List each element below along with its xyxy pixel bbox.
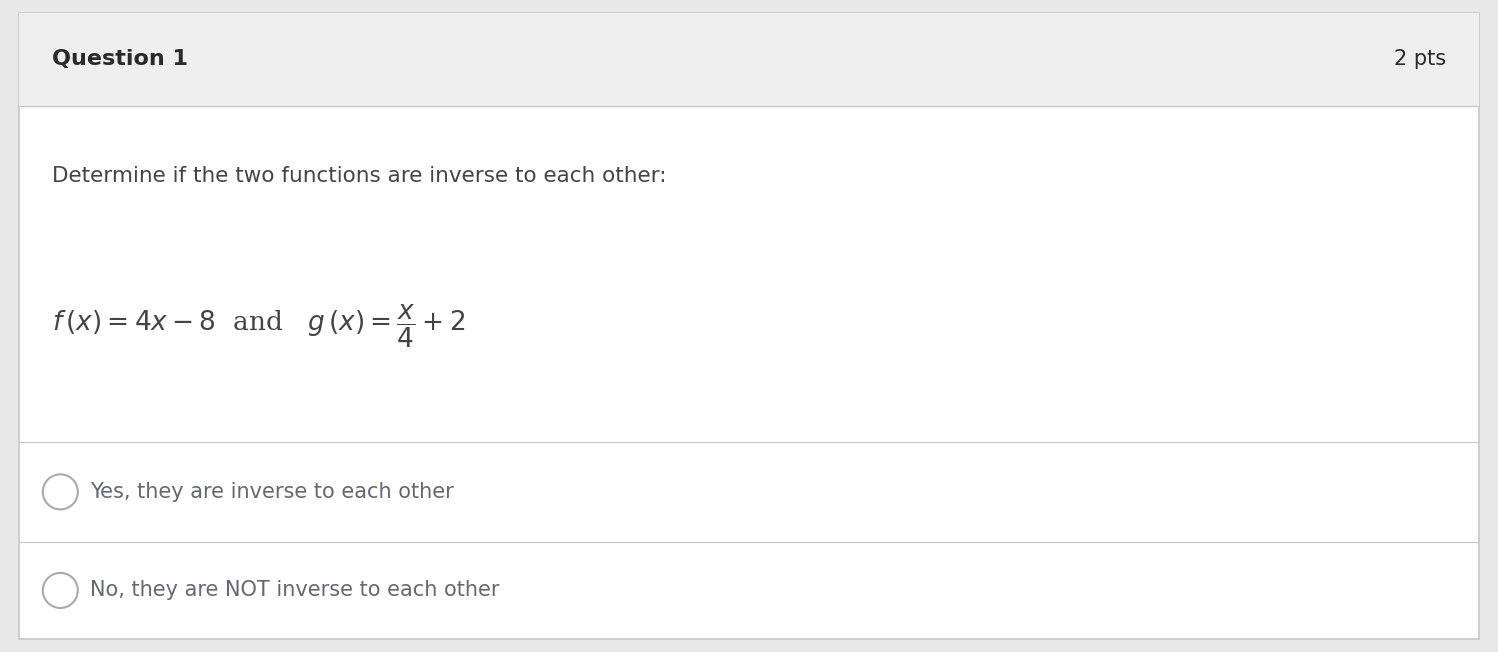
Text: Yes, they are inverse to each other: Yes, they are inverse to each other <box>90 482 454 502</box>
Text: No, they are NOT inverse to each other: No, they are NOT inverse to each other <box>90 580 499 600</box>
Text: Determine if the two functions are inverse to each other:: Determine if the two functions are inver… <box>51 166 667 186</box>
Text: $f\,(x) = 4x - 8$  and   $g\,(x) = \dfrac{x}{4} + 2$: $f\,(x) = 4x - 8$ and $g\,(x) = \dfrac{x… <box>51 303 464 349</box>
Text: Question 1: Question 1 <box>51 50 187 69</box>
Text: 2 pts: 2 pts <box>1395 50 1447 69</box>
Bar <box>19 13 1479 106</box>
